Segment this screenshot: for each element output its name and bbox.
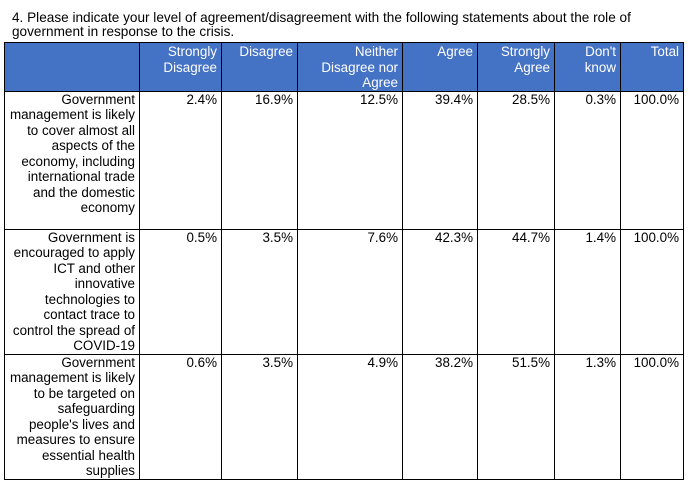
table-row: Government is encouraged to apply ICT an… (4, 228, 684, 355)
header-neutral: Neither Disagree nor Agree (297, 42, 403, 92)
statement-cell: Government management is likely to be ta… (4, 353, 140, 480)
value-cell: 51.5% (477, 353, 555, 480)
value-cell: 4.9% (297, 353, 403, 480)
header-total: Total (620, 42, 684, 92)
value-cell: 39.4% (402, 90, 478, 230)
table-row: Government management is likely to cover… (4, 90, 684, 230)
header-disagree: Disagree (221, 42, 298, 92)
question-text: 4. Please indicate your level of agreeme… (12, 10, 631, 39)
value-cell: 100.0% (620, 228, 684, 355)
value-cell: 0.5% (139, 228, 222, 355)
value-cell: 42.3% (402, 228, 478, 355)
table-row: Government management is likely to be ta… (4, 353, 684, 480)
value-cell: 7.6% (297, 228, 403, 355)
statement-cell: Government management is likely to cover… (4, 90, 140, 230)
value-cell: 3.5% (221, 228, 298, 355)
value-cell: 0.6% (139, 353, 222, 480)
value-cell: 1.4% (554, 228, 621, 355)
value-cell: 0.3% (554, 90, 621, 230)
value-cell: 44.7% (477, 228, 555, 355)
value-cell: 38.2% (402, 353, 478, 480)
value-cell: 28.5% (477, 90, 555, 230)
header-statement-cell (4, 42, 140, 92)
header-strongly-agree: Strongly Agree (477, 42, 555, 92)
statement-cell: Government is encouraged to apply ICT an… (4, 228, 140, 355)
value-cell: 100.0% (620, 353, 684, 480)
value-cell: 2.4% (139, 90, 222, 230)
header-agree: Agree (402, 42, 478, 92)
survey-results-table: Strongly Disagree Disagree Neither Disag… (4, 42, 684, 480)
value-cell: 12.5% (297, 90, 403, 230)
header-row: Strongly Disagree Disagree Neither Disag… (4, 42, 684, 92)
value-cell: 3.5% (221, 353, 298, 480)
header-dont-know: Don't know (554, 42, 621, 92)
value-cell: 1.3% (554, 353, 621, 480)
value-cell: 16.9% (221, 90, 298, 230)
value-cell: 100.0% (620, 90, 684, 230)
header-strongly-disagree: Strongly Disagree (139, 42, 222, 92)
